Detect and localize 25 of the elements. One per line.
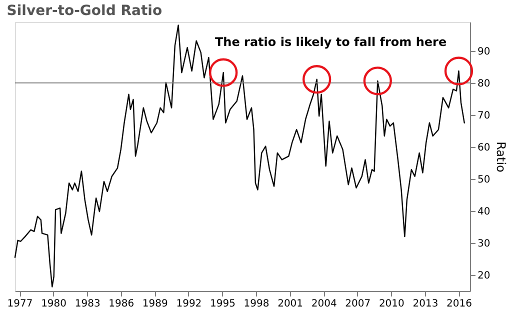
y-tick-label: 40	[478, 206, 490, 218]
y-tick-label: 90	[478, 46, 490, 58]
y-tick-label: 80	[478, 78, 490, 90]
x-tick-label: 1995	[210, 298, 236, 310]
chart-title: Silver-to-Gold Ratio	[6, 3, 162, 19]
y-tick-label: 60	[478, 142, 490, 154]
y-tick-label: 70	[478, 110, 490, 122]
x-tick-label: 2016	[446, 298, 472, 310]
x-tick-label: 1983	[74, 298, 100, 310]
x-tick-label: 1992	[176, 298, 202, 310]
x-tick-label: 1986	[108, 298, 134, 310]
x-tick-label: 2004	[311, 298, 337, 310]
y-axis-title: Ratio	[494, 142, 508, 172]
y-tick-label: 50	[478, 174, 490, 186]
x-tick-label: 1989	[142, 298, 168, 310]
x-tick-label: 1980	[41, 298, 67, 310]
x-tick-label: 2013	[412, 298, 438, 310]
x-tick-label: 2001	[278, 298, 304, 310]
x-tick-label: 1977	[7, 298, 33, 310]
y-tick-label: 20	[478, 270, 490, 282]
annotation: The ratio is likely to fall from here	[215, 35, 447, 49]
x-tick-label: 2007	[345, 298, 371, 310]
x-tick-label: 2010	[378, 298, 404, 310]
y-tick-label: 30	[478, 238, 490, 250]
x-tick-label: 1998	[244, 298, 270, 310]
